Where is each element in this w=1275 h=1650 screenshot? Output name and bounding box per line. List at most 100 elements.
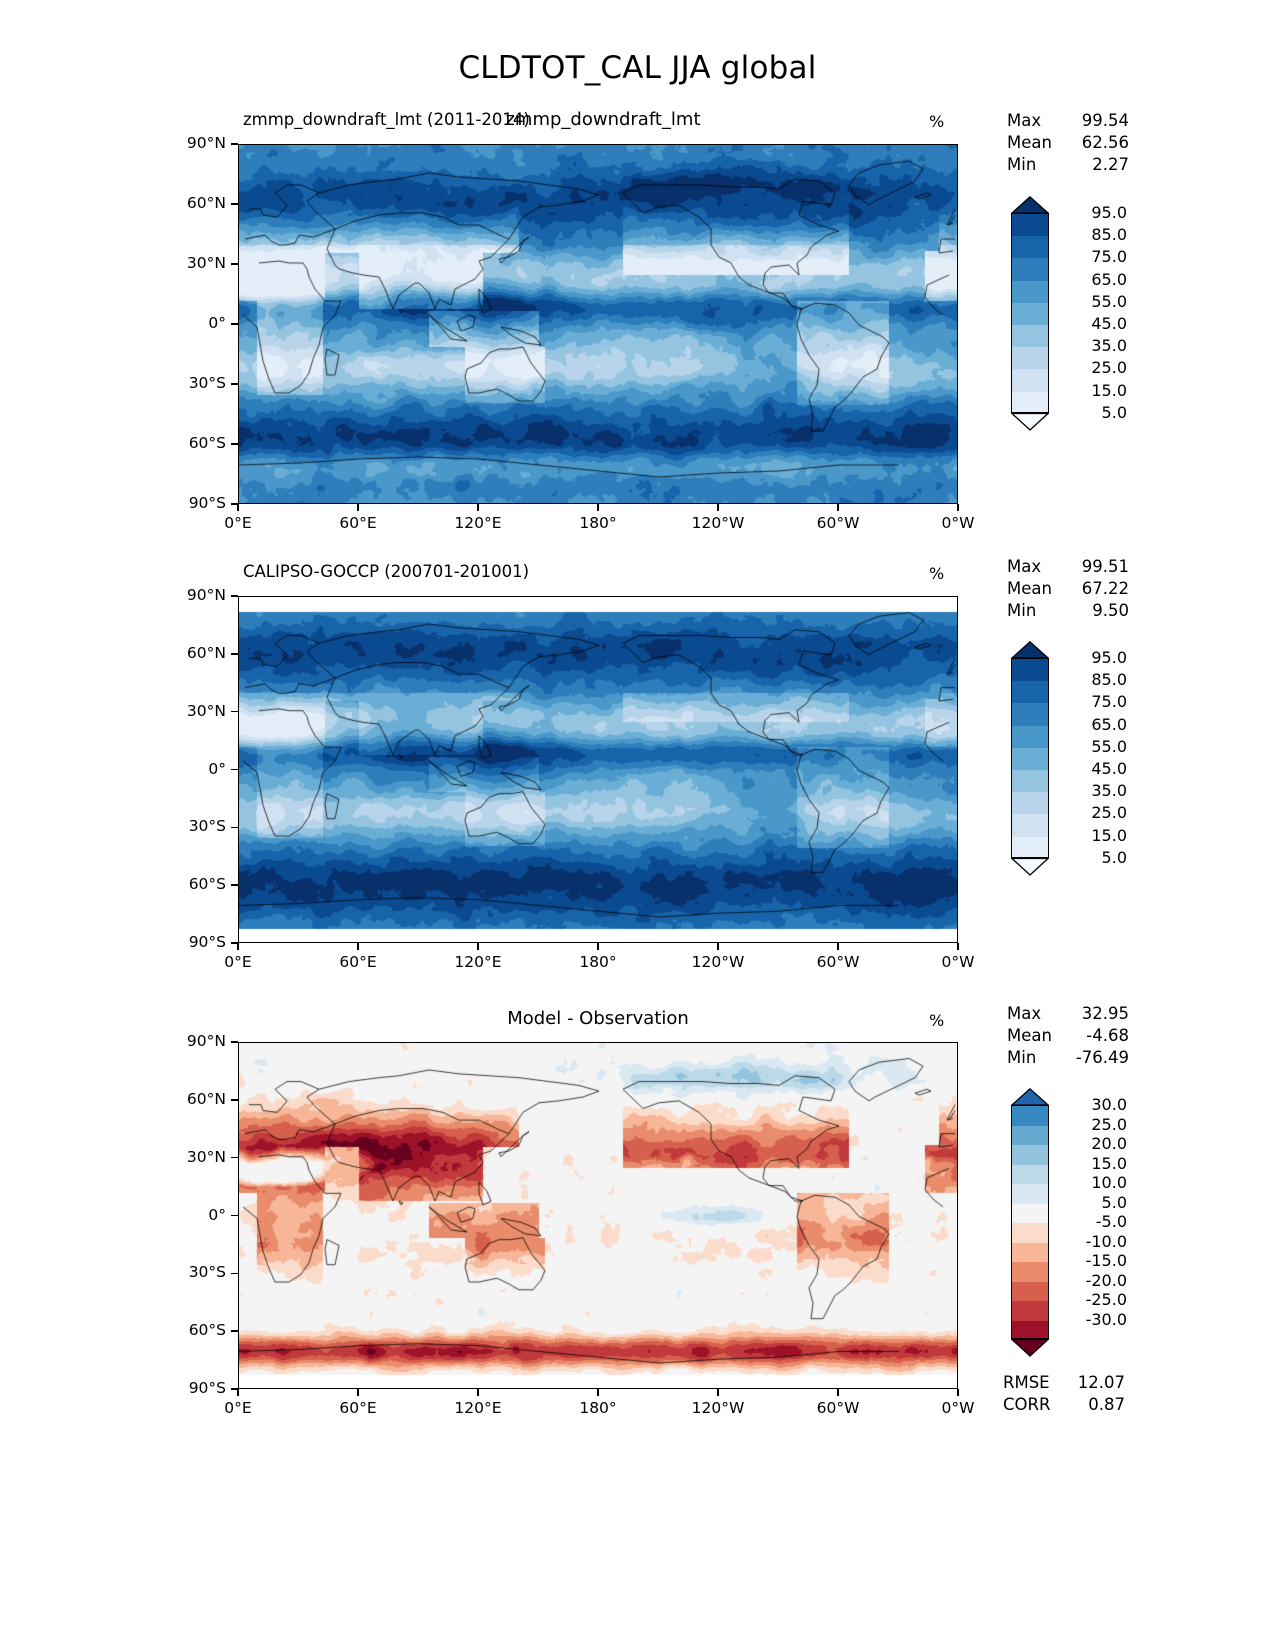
- lon-tick-label-1-0: 0°E: [224, 953, 252, 971]
- lat-tick-label-1-2: 30°N: [186, 701, 226, 720]
- colorbar-segment: [1012, 1242, 1048, 1262]
- colorbar-tick-label: 30.0: [1091, 1095, 1127, 1114]
- lat-tick-label-0-3: 0°: [208, 314, 226, 332]
- colorbar-tick-label: 35.0: [1091, 781, 1127, 801]
- colorbar-segment: [1012, 747, 1048, 770]
- colorbar-segment: [1012, 302, 1048, 325]
- lon-tickmark: [957, 504, 959, 511]
- lat-tickmark: [231, 443, 238, 445]
- stat-key-max: Max: [1007, 1004, 1042, 1023]
- lat-tick-label-2-1: 60°N: [186, 1089, 226, 1108]
- metric-key-rmse: RMSE: [1003, 1373, 1050, 1392]
- lon-tickmark: [237, 943, 239, 950]
- lat-tickmark: [231, 1156, 238, 1159]
- colorbar-segment: [1012, 659, 1048, 682]
- lon-tickmark: [717, 1389, 719, 1396]
- lat-tickmark: [231, 653, 238, 655]
- colorbar-tick-label: 45.0: [1091, 759, 1127, 778]
- lon-tick-label-2-0: 0°E: [224, 1399, 252, 1417]
- lon-tickmark: [357, 504, 359, 511]
- metric-key-corr: CORR: [1003, 1395, 1051, 1414]
- lon-tick-label-2-6: 0°W: [941, 1399, 975, 1417]
- lon-tickmark: [357, 943, 359, 950]
- colorbar-tick-label: 5.0: [1101, 402, 1127, 422]
- colorbar-body: [1011, 658, 1049, 858]
- lat-tick-label-2-4: 30°S: [188, 1263, 226, 1282]
- colorbar-tick-label: 35.0: [1091, 336, 1127, 356]
- map-observation: [238, 596, 958, 943]
- stat-val-max: 99.51: [1081, 557, 1129, 576]
- map-difference-field: [239, 1043, 957, 1388]
- colorbar-extend-bottom: [1011, 412, 1049, 431]
- colorbar-tick-label: 15.0: [1091, 1153, 1127, 1173]
- colorbar-segment: [1012, 347, 1048, 370]
- stat-key-max: Max: [1007, 111, 1042, 130]
- lon-tickmark: [957, 1389, 959, 1396]
- lon-tick-label-2-4: 120°W: [691, 1399, 745, 1417]
- colorbar-tick-label: 65.0: [1091, 714, 1127, 734]
- stats-model: Max 99.54 Mean 62.56 Min 2.27: [1007, 110, 1129, 176]
- colorbar-tick-label: -25.0: [1085, 1290, 1127, 1309]
- colorbar-body: [1011, 1105, 1049, 1339]
- colorbar-difference: 30.0 25.0 20.0 15.0 10.0 5.0 -5.0 -10.0 -15.0 -20…: [1011, 1088, 1149, 1357]
- stat-key-min: Min: [1007, 601, 1037, 620]
- colorbar-segment: [1012, 369, 1048, 392]
- map-observation-field: [239, 597, 957, 942]
- lon-tick-label-0-1: 60°E: [339, 514, 377, 532]
- colorbar-tick-label: 25.0: [1091, 1114, 1127, 1134]
- lon-tickmark: [597, 1389, 599, 1396]
- panel-observation-unit: %: [929, 564, 945, 583]
- lon-tickmark: [597, 504, 599, 511]
- lon-tick-label-2-1: 60°E: [339, 1399, 377, 1417]
- colorbar-tick-label: 15.0: [1091, 380, 1127, 400]
- colorbar-tick-label: 15.0: [1091, 825, 1127, 845]
- lat-tickmark: [231, 768, 238, 771]
- lon-tick-label-1-2: 120°E: [454, 953, 502, 971]
- stat-key-mean: Mean: [1007, 579, 1052, 598]
- stat-val-mean: 62.56: [1081, 133, 1129, 152]
- colorbar-tick-label: 55.0: [1091, 291, 1127, 311]
- colorbar-extend-bottom: [1011, 1339, 1049, 1357]
- colorbar-segment: [1012, 681, 1048, 704]
- stat-key-min: Min: [1007, 155, 1037, 174]
- panel-difference-unit: %: [929, 1011, 945, 1030]
- lat-tickmark: [231, 710, 238, 713]
- lon-tick-label-1-5: 60°W: [816, 953, 860, 971]
- lon-tickmark: [477, 1389, 479, 1396]
- lon-tickmark: [357, 1389, 359, 1396]
- colorbar-segment: [1012, 258, 1048, 281]
- lat-tickmark: [231, 1099, 238, 1101]
- colorbar-segment: [1012, 1145, 1048, 1165]
- lon-tick-label-2-2: 120°E: [454, 1399, 502, 1417]
- colorbar-extend-bottom: [1011, 857, 1049, 876]
- lat-tickmark: [231, 383, 238, 385]
- colorbar-tick-label: 5.0: [1101, 1192, 1127, 1212]
- lon-tick-label-1-6: 0°W: [941, 953, 975, 971]
- stat-val-max: 32.95: [1081, 1004, 1129, 1023]
- panel-model-subtitle-center: zmmp_downdraft_lmt: [505, 109, 701, 130]
- lat-tick-label-2-6: 90°S: [188, 1379, 226, 1397]
- colorbar-tick-label: 95.0: [1091, 648, 1127, 667]
- colorbar-segment: [1012, 769, 1048, 793]
- colorbar-segment: [1012, 725, 1048, 748]
- lat-tick-label-1-5: 60°S: [188, 875, 226, 894]
- colorbar-body: [1011, 213, 1049, 413]
- lon-tickmark: [477, 504, 479, 511]
- colorbar-segment: [1012, 814, 1048, 837]
- colorbar-tick-label: -15.0: [1085, 1251, 1127, 1270]
- colorbar-observation: 95.0 85.0 75.0 65.0 55.0 45.0 35.0 25.0 15.0 5.0: [1011, 641, 1149, 876]
- map-model: [238, 144, 958, 504]
- colorbar-tick-label: 25.0: [1091, 358, 1127, 378]
- colorbar-segment: [1012, 280, 1048, 303]
- colorbar-tick-label: 75.0: [1091, 692, 1127, 712]
- colorbar-segment: [1012, 792, 1048, 815]
- colorbar-tick-label: -30.0: [1085, 1309, 1127, 1329]
- stat-key-max: Max: [1007, 557, 1042, 576]
- panel-difference-title: Model - Observation: [507, 1008, 689, 1029]
- colorbar-tick-label: -20.0: [1085, 1270, 1127, 1290]
- lat-tickmark: [231, 1330, 238, 1332]
- colorbar-tick-label: 65.0: [1091, 269, 1127, 289]
- lat-tickmark: [231, 143, 238, 145]
- lat-tick-label-1-4: 30°S: [188, 817, 226, 836]
